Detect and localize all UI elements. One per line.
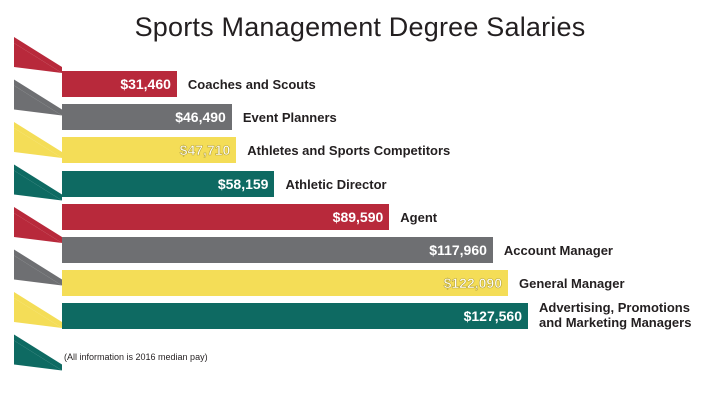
fold bbox=[14, 122, 62, 158]
value-label: $58,159 bbox=[217, 175, 269, 192]
fold bbox=[14, 249, 62, 286]
value-label: $46,490 bbox=[175, 109, 226, 126]
value-label: $117,960 bbox=[429, 242, 487, 258]
value-label: $31,460 bbox=[120, 76, 171, 92]
category-label: General Manager bbox=[519, 276, 625, 292]
fold bbox=[14, 164, 62, 201]
fold bbox=[14, 85, 62, 116]
fold bbox=[14, 292, 62, 328]
category-label: Athletes and Sports Competitors bbox=[247, 143, 451, 159]
bar bbox=[62, 170, 275, 197]
fold bbox=[14, 207, 62, 243]
fold bbox=[14, 170, 62, 201]
bar bbox=[62, 104, 232, 131]
value-label: $89,590 bbox=[332, 208, 384, 225]
bar bbox=[62, 270, 509, 297]
bar bbox=[62, 71, 177, 97]
fold bbox=[14, 128, 62, 158]
fold bbox=[14, 79, 62, 116]
bar bbox=[62, 203, 390, 230]
value-label: $127,560 bbox=[463, 308, 522, 325]
category-label: Advertising, Promotions and Marketing Ma… bbox=[539, 300, 692, 331]
category-label: Event Planners bbox=[242, 110, 337, 126]
fold bbox=[14, 298, 62, 328]
fold bbox=[14, 255, 62, 286]
category-label: Account Manager bbox=[503, 243, 613, 258]
category-label: Coaches and Scouts bbox=[187, 77, 316, 92]
bar bbox=[62, 237, 493, 263]
fold bbox=[14, 334, 62, 371]
chart-title: Sports Management Degree Salaries bbox=[134, 12, 586, 42]
category-label: Agent bbox=[400, 209, 438, 225]
fold bbox=[14, 37, 62, 73]
footnote: (All information is 2016 median pay) bbox=[64, 352, 208, 362]
fold bbox=[14, 43, 62, 73]
bar bbox=[62, 303, 528, 330]
value-label: $122,090 bbox=[443, 275, 503, 292]
category-label: Athletic Director bbox=[285, 176, 387, 192]
bar bbox=[62, 137, 237, 164]
fold bbox=[14, 340, 62, 371]
fold bbox=[14, 213, 62, 243]
value-label: $47,710 bbox=[179, 142, 231, 159]
